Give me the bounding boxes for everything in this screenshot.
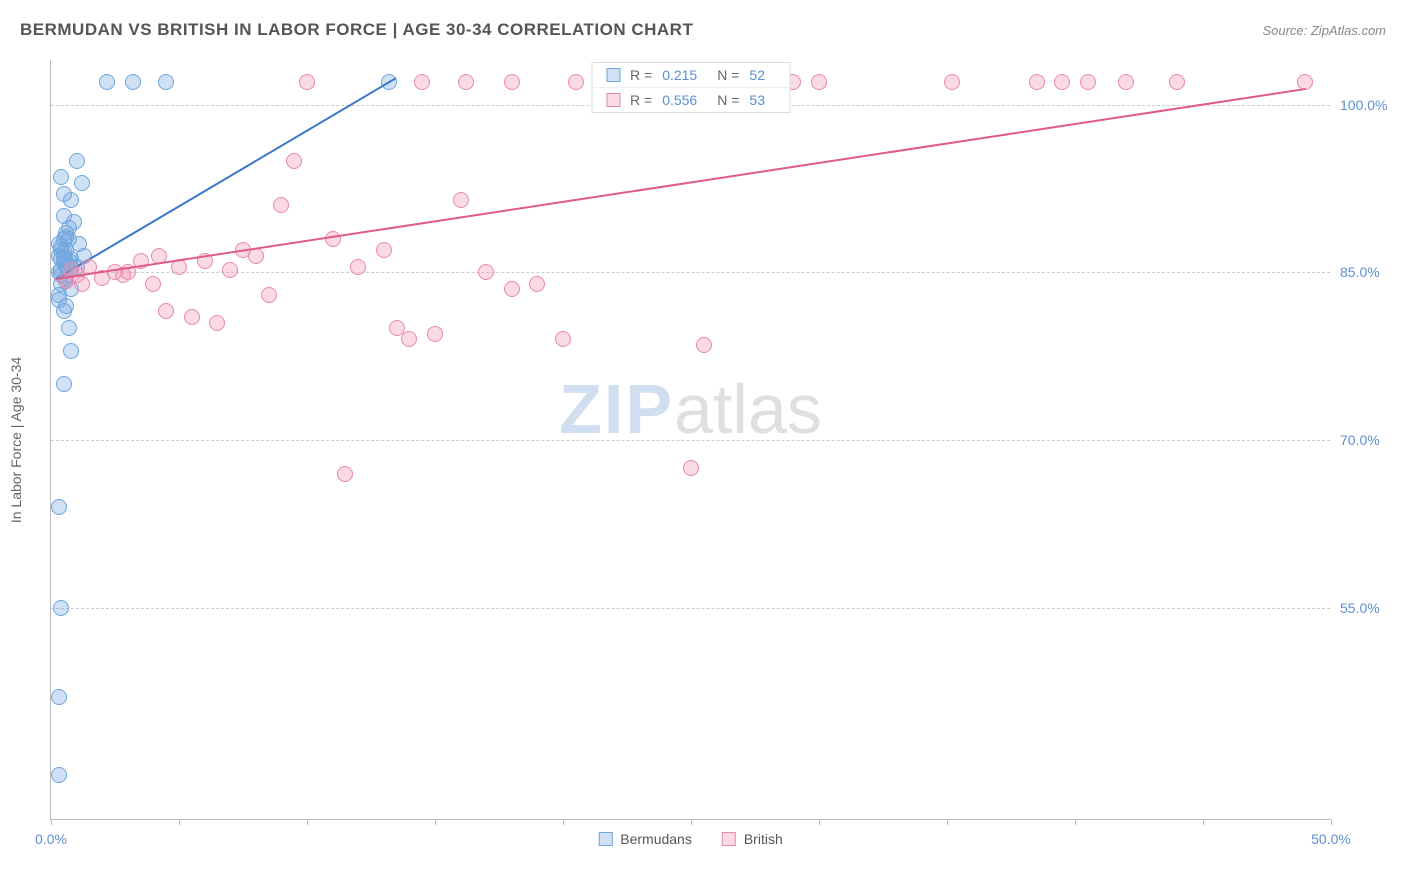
data-point (458, 74, 474, 90)
data-point (58, 229, 74, 245)
x-tick-label: 50.0% (1311, 831, 1351, 847)
gridline (51, 440, 1330, 441)
swatch-bermudans (606, 68, 620, 82)
data-point (478, 264, 494, 280)
data-point (1080, 74, 1096, 90)
data-point (1029, 74, 1045, 90)
data-point (1169, 74, 1185, 90)
chart-title: BERMUDAN VS BRITISH IN LABOR FORCE | AGE… (20, 20, 693, 40)
data-point (1054, 74, 1070, 90)
data-point (99, 74, 115, 90)
legend-item-british: British (722, 831, 783, 847)
x-tick (51, 819, 52, 825)
x-tick (1331, 819, 1332, 825)
x-tick (563, 819, 564, 825)
data-point (350, 259, 366, 275)
series-legend: Bermudans British (598, 831, 783, 847)
data-point (158, 74, 174, 90)
data-point (504, 281, 520, 297)
data-point (453, 192, 469, 208)
gridline (51, 272, 1330, 273)
data-point (414, 74, 430, 90)
swatch-british-bottom (722, 832, 736, 846)
y-tick-label: 100.0% (1340, 97, 1400, 113)
x-tick-label: 0.0% (35, 831, 67, 847)
data-point (222, 262, 238, 278)
y-axis-label: In Labor Force | Age 30-34 (8, 356, 24, 522)
data-point (811, 74, 827, 90)
data-point (568, 74, 584, 90)
trend-line (56, 77, 397, 280)
data-point (51, 689, 67, 705)
data-point (145, 276, 161, 292)
y-tick-label: 70.0% (1340, 432, 1400, 448)
swatch-british (606, 93, 620, 107)
x-tick (435, 819, 436, 825)
data-point (51, 767, 67, 783)
data-point (74, 276, 90, 292)
data-point (299, 74, 315, 90)
data-point (401, 331, 417, 347)
x-tick (1203, 819, 1204, 825)
data-point (53, 600, 69, 616)
correlation-legend: R = 0.215 N = 52 R = 0.556 N = 53 (591, 62, 790, 113)
data-point (261, 287, 277, 303)
data-point (74, 175, 90, 191)
watermark: ZIPatlas (559, 369, 822, 449)
data-point (53, 169, 69, 185)
data-point (286, 153, 302, 169)
legend-item-bermudans: Bermudans (598, 831, 692, 847)
data-point (427, 326, 443, 342)
data-point (51, 499, 67, 515)
x-tick (1075, 819, 1076, 825)
data-point (63, 343, 79, 359)
x-tick (307, 819, 308, 825)
data-point (376, 242, 392, 258)
data-point (184, 309, 200, 325)
legend-row-bermudans: R = 0.215 N = 52 (592, 63, 789, 88)
x-tick (947, 819, 948, 825)
legend-row-british: R = 0.556 N = 53 (592, 88, 789, 112)
data-point (1118, 74, 1134, 90)
data-point (504, 74, 520, 90)
data-point (325, 231, 341, 247)
data-point (61, 320, 77, 336)
data-point (69, 153, 85, 169)
gridline (51, 608, 1330, 609)
data-point (683, 460, 699, 476)
y-tick-label: 85.0% (1340, 264, 1400, 280)
swatch-bermudans-bottom (598, 832, 612, 846)
y-tick-label: 55.0% (1340, 600, 1400, 616)
data-point (273, 197, 289, 213)
data-point (125, 74, 141, 90)
data-point (56, 303, 72, 319)
data-point (56, 376, 72, 392)
x-tick (819, 819, 820, 825)
scatter-plot: In Labor Force | Age 30-34 ZIPatlas R = … (50, 60, 1330, 820)
x-tick (179, 819, 180, 825)
data-point (56, 186, 72, 202)
data-point (555, 331, 571, 347)
data-point (158, 303, 174, 319)
data-point (209, 315, 225, 331)
trend-line (56, 88, 1306, 280)
x-tick (691, 819, 692, 825)
source-label: Source: ZipAtlas.com (1262, 23, 1386, 38)
data-point (944, 74, 960, 90)
data-point (529, 276, 545, 292)
data-point (337, 466, 353, 482)
data-point (696, 337, 712, 353)
